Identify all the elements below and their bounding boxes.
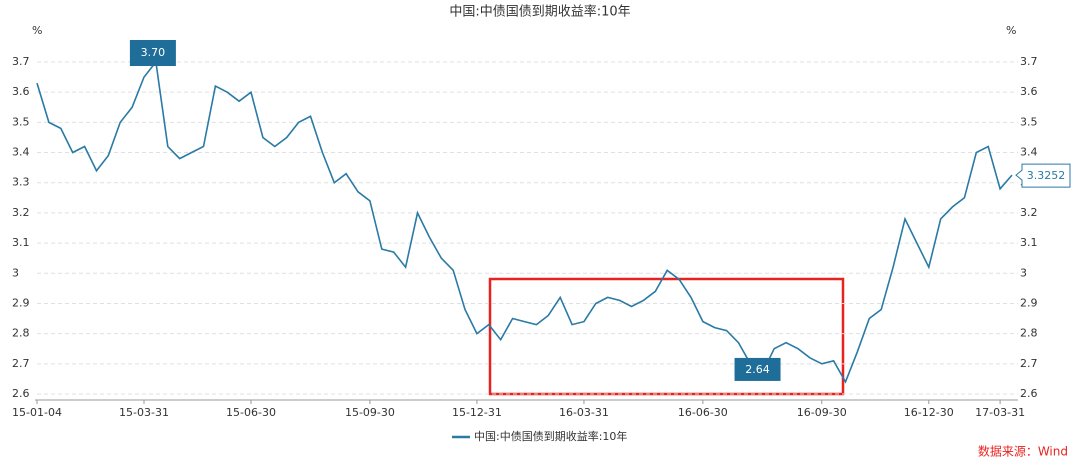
y2-tick-label: 2.9 xyxy=(1020,296,1038,309)
x-tick-label: 15-06-30 xyxy=(226,406,276,419)
y-tick-label: 2.9 xyxy=(12,296,30,309)
y2-tick-label: 3.5 xyxy=(1020,115,1038,128)
y-tick-label: 3.7 xyxy=(12,55,30,68)
y2-tick-label: 3.4 xyxy=(1020,146,1038,159)
max-label-box xyxy=(129,40,176,66)
min-label-box xyxy=(734,357,781,381)
y2-tick-label: 3 xyxy=(1020,266,1027,279)
y-tick-label: 3.5 xyxy=(12,115,30,128)
x-tick-label: 16-09-30 xyxy=(797,406,847,419)
x-tick-label: 15-03-31 xyxy=(119,406,169,419)
y2-tick-label: 2.7 xyxy=(1020,357,1038,370)
max-label: 3.70 xyxy=(141,46,166,59)
x-tick-label: 16-12-30 xyxy=(904,406,954,419)
x-tick-label: 15-12-31 xyxy=(452,406,502,419)
y-tick-label: 3 xyxy=(12,266,19,279)
highlight-box xyxy=(488,277,845,396)
x-tick-label: 16-03-31 xyxy=(559,406,609,419)
y2-tick-label: 3.6 xyxy=(1020,85,1038,98)
y2-unit: % xyxy=(1006,24,1016,37)
source: 数据来源：Wind xyxy=(978,444,1068,459)
x-tick-label: 16-06-30 xyxy=(678,406,728,419)
y2-tick-label: 2.6 xyxy=(1020,387,1038,400)
y-tick-label: 3.3 xyxy=(12,176,30,189)
y-tick-label: 3.1 xyxy=(12,236,30,249)
x-tick-label: 17-03-31 xyxy=(975,406,1025,419)
chart-title: 中国:中债国债到期收益率:10年 xyxy=(449,4,630,20)
y-tick-label: 3.2 xyxy=(12,206,30,219)
line xyxy=(36,60,1013,384)
y-tick-label: 2.6 xyxy=(12,387,30,400)
y2-tick-label: 3.7 xyxy=(1020,55,1038,68)
legend-label: 中国:中债国债到期收益率:10年 xyxy=(474,429,627,443)
y2-tick-label: 3.1 xyxy=(1020,236,1038,249)
y-tick-label: 3.6 xyxy=(12,85,30,98)
y2-tick-label: 3.2 xyxy=(1020,206,1038,219)
last-label-box xyxy=(1015,163,1071,188)
y2-tick-label: 2.8 xyxy=(1020,327,1038,340)
x-tick-label: 15-01-04 xyxy=(12,406,62,419)
y-unit: % xyxy=(32,24,42,37)
x-tick-label: 15-09-30 xyxy=(345,406,395,419)
y-tick-label: 2.8 xyxy=(12,327,30,340)
y-tick-label: 3.4 xyxy=(12,146,30,159)
y-tick-label: 2.7 xyxy=(12,357,30,370)
min-label: 2.64 xyxy=(745,363,770,376)
last-label: 3.3252 xyxy=(1027,169,1066,182)
